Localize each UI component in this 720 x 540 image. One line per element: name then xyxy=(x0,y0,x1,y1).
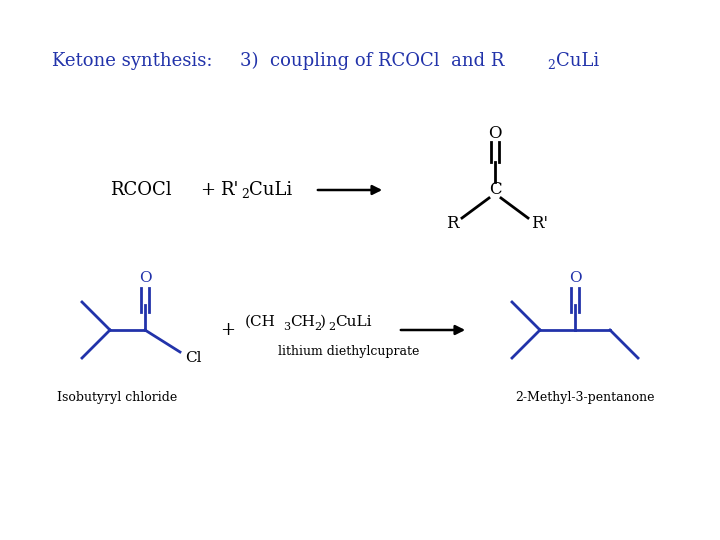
Text: Isobutyryl chloride: Isobutyryl chloride xyxy=(57,392,177,404)
Text: RCOCl: RCOCl xyxy=(110,181,171,199)
Text: CuLi: CuLi xyxy=(249,181,292,199)
Text: Cl: Cl xyxy=(185,351,202,365)
Text: +: + xyxy=(220,321,235,339)
Text: 3)  coupling of RCOCl  and R: 3) coupling of RCOCl and R xyxy=(240,52,505,70)
Text: 2: 2 xyxy=(328,322,335,332)
Text: O: O xyxy=(488,125,502,143)
Text: 2: 2 xyxy=(314,322,321,332)
Text: O: O xyxy=(569,271,581,285)
Text: R: R xyxy=(446,214,458,232)
Text: CuLi: CuLi xyxy=(335,315,372,329)
Text: ): ) xyxy=(320,315,326,329)
Text: 2: 2 xyxy=(241,188,249,201)
Text: CuLi: CuLi xyxy=(556,52,599,70)
Text: O: O xyxy=(139,271,151,285)
Text: C: C xyxy=(489,181,501,199)
Text: Ketone synthesis:: Ketone synthesis: xyxy=(52,52,212,70)
Text: 2-Methyl-3-pentanone: 2-Methyl-3-pentanone xyxy=(516,392,654,404)
Text: 2: 2 xyxy=(547,59,555,72)
Text: CH: CH xyxy=(290,315,315,329)
Text: lithium diethylcuprate: lithium diethylcuprate xyxy=(278,346,419,359)
Text: +: + xyxy=(200,181,215,199)
Text: R': R' xyxy=(531,214,549,232)
Text: (CH: (CH xyxy=(245,315,276,329)
Text: R': R' xyxy=(220,181,238,199)
Text: 3: 3 xyxy=(283,322,290,332)
